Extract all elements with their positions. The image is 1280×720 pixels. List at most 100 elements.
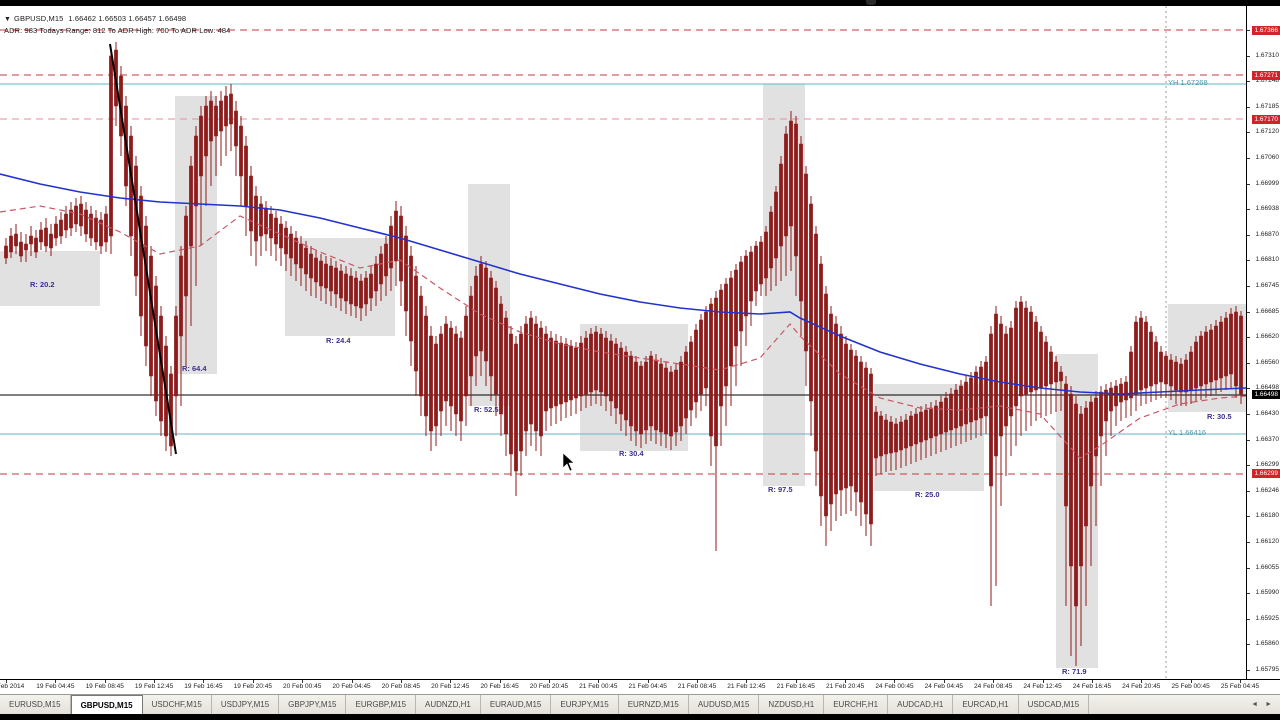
candle-body [9, 235, 13, 253]
price-tick-label: 1.65925 [1255, 614, 1280, 622]
candle-body [614, 343, 618, 409]
candle-body [174, 315, 178, 397]
candle-body [494, 287, 498, 395]
symbol-tab-audusd[interactable]: AUDUSD,M15 [688, 695, 760, 714]
symbol-tab-bar[interactable]: EURUSD,M15 GBPUSD,M15 USDCHF,M15 USDJPY,M15… [0, 694, 1280, 715]
price-tick-mark [1247, 286, 1250, 287]
candle-body [454, 333, 458, 415]
candle-body [199, 115, 203, 177]
price-tick-label: 1.66999 [1255, 179, 1280, 187]
chart-canvas[interactable]: ▼ GBPUSD,M15 1.66462 1.66503 1.66457 1.664… [0, 6, 1246, 679]
symbol-tab-eurusd[interactable]: EURUSD,M15 [0, 695, 71, 714]
candle-body [669, 371, 673, 437]
candle-body [224, 95, 228, 127]
candle-body [14, 233, 18, 247]
candle-body [4, 245, 8, 259]
candle-body [794, 123, 798, 257]
tab-nav-controls[interactable]: ◄ ► [1243, 695, 1280, 714]
candle-body [964, 381, 968, 425]
time-tick-mark [104, 680, 106, 683]
candle-body [1139, 317, 1143, 391]
candle-body [834, 323, 838, 495]
candle-body [989, 333, 993, 487]
time-tick-label: 21 Feb 00:45 [579, 683, 618, 690]
candle-body [49, 233, 53, 249]
price-tick-label: 1.66498 [1255, 384, 1280, 392]
candle-body [504, 317, 508, 435]
candle-body [94, 217, 98, 243]
symbol-tab-eurcad[interactable]: EURCAD,H1 [953, 695, 1019, 714]
symbol-tab-usdchf[interactable]: USDCHF,M15 [142, 695, 212, 714]
candle-body [1174, 361, 1178, 391]
window-top-strip [0, 0, 1280, 6]
candle-body [1069, 393, 1073, 567]
candle-body [1049, 351, 1053, 385]
candle-body [264, 207, 268, 235]
tab-next-icon[interactable]: ► [1265, 701, 1272, 708]
tab-prev-icon[interactable]: ◄ [1251, 701, 1259, 708]
candle-body [409, 255, 413, 342]
candle-body [699, 319, 703, 395]
time-tick-mark [697, 680, 699, 683]
symbol-tab-usdjpy[interactable]: USDJPY,M15 [211, 695, 280, 714]
symbol-tab-eurchf[interactable]: EURCHF,H1 [824, 695, 889, 714]
candle-body [909, 415, 913, 447]
candle-body [634, 361, 638, 432]
candle-body [59, 219, 63, 237]
price-tick-mark [1247, 158, 1250, 159]
candle-body [714, 297, 718, 447]
candle-body [924, 409, 928, 441]
candle-body [884, 419, 888, 455]
price-tick-label: 1.66370 [1255, 435, 1280, 443]
candle-body [319, 260, 323, 287]
candle-body [919, 411, 923, 443]
candle-body [784, 133, 788, 237]
symbol-tab-euraud[interactable]: EURAUD,M15 [480, 695, 552, 714]
time-tick-mark [746, 680, 748, 683]
candle-body [559, 342, 563, 405]
candle-body [554, 340, 558, 407]
symbol-tab-usdcad[interactable]: USDCAD,M15 [1018, 695, 1090, 714]
price-tick-mark [1247, 234, 1250, 236]
candle-body [1154, 341, 1158, 385]
tab-spacer [1089, 695, 1244, 714]
candle-body [599, 333, 603, 393]
candle-body [584, 337, 588, 395]
candle-body [414, 275, 418, 372]
candle-body [334, 267, 338, 295]
symbol-tab-eurgbp[interactable]: EURGBP,M15 [346, 695, 417, 714]
price-tick-mark [1247, 465, 1250, 467]
candle-body [649, 355, 653, 427]
time-axis[interactable]: 19 Feb 2014 19 Feb 04:45 19 Feb 08:45 19 Fe… [0, 679, 1280, 694]
candle-body [439, 333, 443, 412]
time-tick-label: 24 Feb 04:45 [924, 683, 963, 690]
caret-down-icon[interactable]: ▼ [4, 16, 12, 23]
time-tick-mark [894, 680, 896, 683]
moving-average-line [0, 173, 1246, 395]
price-tick-label: 1.66810 [1255, 256, 1280, 264]
symbol-tab-nzdusd[interactable]: NZDUSD,H1 [759, 695, 825, 714]
candle-body [969, 377, 973, 423]
candle-body [764, 231, 768, 279]
candle-body [1169, 359, 1173, 387]
symbol-tab-audcad[interactable]: AUDCAD,H1 [888, 695, 954, 714]
symbol-tab-audnzd[interactable]: AUDNZD,H1 [416, 695, 481, 714]
adr-indicator-header: ADR: 983 Todays Range: 812 To ADR High: … [4, 26, 231, 35]
candle-body [1184, 359, 1188, 393]
candle-body [349, 275, 353, 305]
candle-body [809, 203, 813, 402]
symbol-tab-gbpjpy[interactable]: GBPJPY,M15 [279, 695, 347, 714]
price-axis[interactable]: 1.673721.673101.672481.671851.671201.670… [1246, 6, 1280, 679]
candle-body [1239, 315, 1243, 395]
symbol-tab-gbpusd[interactable]: GBPUSD,M15 [70, 695, 143, 715]
price-tick-label: 1.66745 [1255, 282, 1280, 289]
symbol-tab-eurnzd[interactable]: EURNZD,M15 [618, 695, 689, 714]
time-tick-label: 21 Feb 16:45 [776, 683, 815, 690]
time-tick-label: 20 Feb 04:45 [332, 683, 371, 690]
candle-body [589, 333, 593, 393]
symbol-tab-eurjpy[interactable]: EURJPY,M15 [551, 695, 619, 714]
time-tick-label: 19 Feb 16:45 [184, 683, 223, 690]
range-annotation-label: R: 20.2 [30, 280, 55, 289]
time-tick-label: 19 Feb 2014 [0, 683, 25, 690]
candle-body [724, 283, 728, 387]
